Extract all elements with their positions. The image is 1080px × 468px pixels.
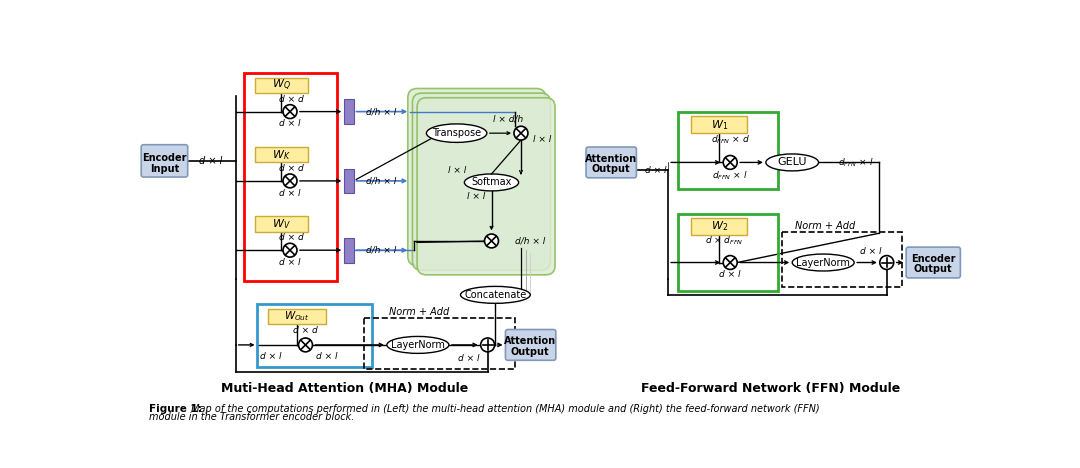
Circle shape (283, 243, 297, 257)
Text: Concatenate: Concatenate (464, 290, 527, 300)
Text: Softmax: Softmax (471, 177, 512, 188)
Text: d × l: d × l (316, 352, 338, 361)
Bar (255, 147, 308, 162)
Text: Output: Output (511, 347, 550, 357)
FancyBboxPatch shape (408, 88, 545, 266)
Ellipse shape (387, 336, 449, 353)
Ellipse shape (793, 254, 854, 271)
Text: d × l: d × l (280, 189, 300, 197)
Bar (691, 218, 747, 235)
Text: Attention: Attention (584, 154, 637, 164)
Text: d × l: d × l (200, 156, 222, 166)
Text: d × d: d × d (279, 164, 303, 173)
Text: d × l: d × l (458, 353, 480, 363)
Circle shape (724, 155, 738, 169)
Bar (255, 78, 308, 93)
FancyBboxPatch shape (417, 98, 555, 275)
FancyBboxPatch shape (141, 145, 188, 177)
Bar (782, 232, 902, 287)
Circle shape (724, 256, 738, 270)
FancyBboxPatch shape (906, 247, 960, 278)
Text: Encoder: Encoder (143, 153, 187, 163)
Text: $W_K$: $W_K$ (272, 148, 291, 161)
Text: LayerNorm: LayerNorm (391, 340, 445, 350)
Text: module in the Transformer encoder block.: module in the Transformer encoder block. (149, 412, 354, 422)
Circle shape (283, 105, 297, 118)
Text: $d_{FFN}$ × d: $d_{FFN}$ × d (711, 133, 750, 146)
FancyBboxPatch shape (413, 93, 551, 270)
Bar (345, 99, 353, 124)
Circle shape (514, 126, 528, 140)
Text: Norm + Add: Norm + Add (795, 220, 855, 231)
Text: d × l: d × l (719, 271, 741, 279)
Text: GELU: GELU (778, 157, 807, 168)
Text: l × l: l × l (447, 166, 465, 175)
Circle shape (880, 256, 894, 270)
Text: d × d: d × d (279, 234, 303, 242)
FancyBboxPatch shape (586, 147, 636, 178)
Text: d/h × l: d/h × l (515, 236, 545, 245)
Bar (268, 309, 326, 324)
Ellipse shape (427, 124, 487, 142)
Text: Output: Output (914, 264, 953, 274)
Bar (345, 238, 353, 263)
Text: d × l: d × l (280, 258, 300, 267)
Text: Transpose: Transpose (432, 128, 482, 138)
Text: Output: Output (592, 164, 630, 175)
Text: d × l: d × l (260, 352, 282, 361)
Text: l × l: l × l (467, 192, 485, 201)
Circle shape (485, 234, 499, 248)
Bar (364, 318, 515, 369)
Ellipse shape (766, 154, 819, 171)
Bar (677, 111, 779, 189)
Text: LayerNorm: LayerNorm (796, 257, 850, 268)
Text: d × l: d × l (645, 166, 666, 175)
Text: Encoder: Encoder (912, 254, 956, 263)
Ellipse shape (464, 174, 518, 191)
Text: $d_{FFN}$ × l: $d_{FFN}$ × l (838, 156, 874, 168)
Text: Norm + Add: Norm + Add (389, 307, 449, 317)
Text: d × l: d × l (280, 119, 300, 128)
Text: $W_Q$: $W_Q$ (272, 78, 291, 93)
Text: d/h × l: d/h × l (366, 176, 396, 185)
Text: d × $d_{FFN}$: d × $d_{FFN}$ (705, 235, 743, 247)
Circle shape (283, 174, 297, 188)
Text: d × l: d × l (861, 247, 882, 256)
Text: l × l: l × l (532, 135, 551, 144)
Text: Figure 1:: Figure 1: (149, 404, 202, 414)
Text: Feed-Forward Network (FFN) Module: Feed-Forward Network (FFN) Module (640, 382, 900, 395)
Text: $W_2$: $W_2$ (711, 219, 728, 233)
Text: $d_{FFN}$ × l: $d_{FFN}$ × l (713, 169, 748, 182)
Ellipse shape (460, 286, 530, 303)
Text: d/h × l: d/h × l (366, 246, 396, 255)
Text: d × d: d × d (293, 326, 318, 335)
FancyBboxPatch shape (505, 329, 556, 360)
Text: $W_{Out}$: $W_{Out}$ (284, 309, 310, 323)
Text: Input: Input (150, 164, 179, 174)
Text: l × d/h: l × d/h (494, 115, 524, 124)
Text: $W_1$: $W_1$ (711, 118, 728, 132)
Text: d × d: d × d (279, 95, 303, 104)
Text: d/h × l: d/h × l (366, 107, 396, 116)
Bar (255, 216, 308, 232)
Bar (243, 73, 337, 281)
Circle shape (298, 338, 312, 352)
Bar (257, 304, 373, 367)
Bar (677, 214, 779, 291)
Bar (345, 168, 353, 193)
Bar (691, 116, 747, 133)
Text: Map of the computations performed in (Left) the multi-head attention (MHA) modul: Map of the computations performed in (Le… (188, 404, 820, 414)
Text: Attention: Attention (504, 336, 556, 346)
Text: Muti-Head Attention (MHA) Module: Muti-Head Attention (MHA) Module (220, 382, 468, 395)
Circle shape (481, 338, 495, 352)
Text: $W_V$: $W_V$ (272, 217, 291, 231)
